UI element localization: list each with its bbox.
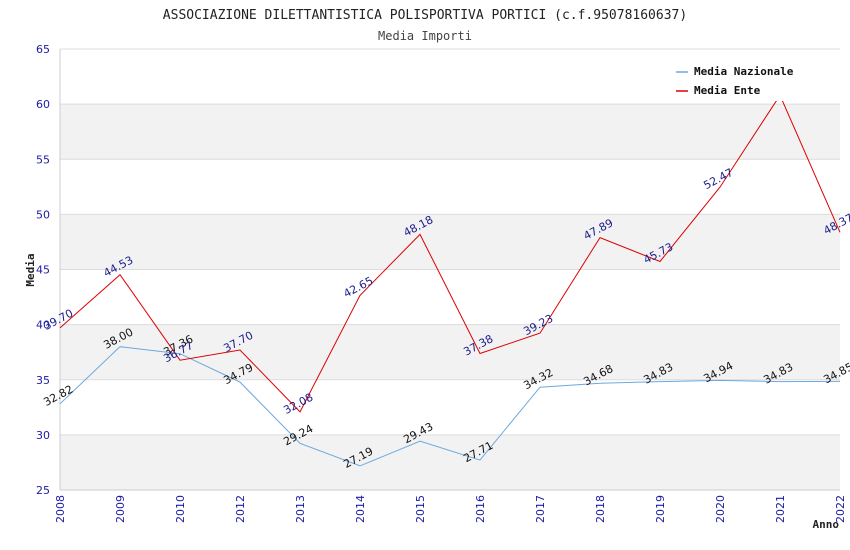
legend: Media Nazionale Media Ente bbox=[669, 59, 809, 101]
y-axis-label: Media bbox=[24, 253, 37, 286]
y-tick-label: 30 bbox=[36, 429, 50, 442]
band-45 bbox=[60, 214, 840, 270]
band-50 bbox=[60, 159, 840, 215]
x-tick-label: 2014 bbox=[354, 495, 367, 523]
y-tick-label: 55 bbox=[36, 153, 50, 166]
x-tick-label: 2012 bbox=[234, 495, 247, 523]
band-40 bbox=[60, 269, 840, 325]
x-tick-label: 2018 bbox=[594, 495, 607, 523]
x-tick-label: 2017 bbox=[534, 495, 547, 523]
x-axis-ticks: 2008 2009 2010 2012 2013 2014 2015 2016 2017 2018… bbox=[54, 495, 847, 523]
y-tick-label: 40 bbox=[36, 319, 50, 332]
legend-box bbox=[669, 59, 809, 101]
legend-label-media-nazionale: Media Nazionale bbox=[694, 65, 794, 78]
x-tick-label: 2010 bbox=[174, 495, 187, 523]
legend-label-media-ente: Media Ente bbox=[694, 84, 761, 97]
series-lines bbox=[59, 94, 841, 467]
y-tick-label: 65 bbox=[36, 43, 50, 56]
x-tick-label: 2022 bbox=[834, 495, 847, 523]
x-tick-label: 2019 bbox=[654, 495, 667, 523]
x-tick-label: 2020 bbox=[714, 495, 727, 523]
y-axis-ticks: 25 30 35 40 45 50 55 60 65 bbox=[36, 43, 50, 497]
x-tick-label: 2008 bbox=[54, 495, 67, 523]
band-30 bbox=[60, 379, 840, 435]
y-tick-label: 50 bbox=[36, 208, 50, 221]
chart-subtitle: Media Importi bbox=[378, 29, 472, 43]
x-axis-label: Anno bbox=[813, 518, 840, 531]
background-bands bbox=[60, 49, 840, 490]
y-tick-label: 35 bbox=[36, 374, 50, 387]
x-tick-label: 2016 bbox=[474, 495, 487, 523]
y-tick-label: 60 bbox=[36, 98, 50, 111]
x-tick-label: 2015 bbox=[414, 495, 427, 523]
series-line-media-ente bbox=[59, 94, 841, 413]
y-tick-label: 45 bbox=[36, 264, 50, 277]
x-tick-label: 2013 bbox=[294, 495, 307, 523]
band-25 bbox=[60, 434, 840, 490]
x-tick-label: 2021 bbox=[774, 495, 787, 523]
x-tick-label: 2009 bbox=[114, 495, 127, 523]
y-tick-label: 25 bbox=[36, 484, 50, 497]
gridlines bbox=[59, 48, 840, 491]
band-55 bbox=[60, 104, 840, 160]
band-35 bbox=[60, 324, 840, 380]
chart-title: ASSOCIAZIONE DILETTANTISTICA POLISPORTIV… bbox=[163, 8, 687, 23]
